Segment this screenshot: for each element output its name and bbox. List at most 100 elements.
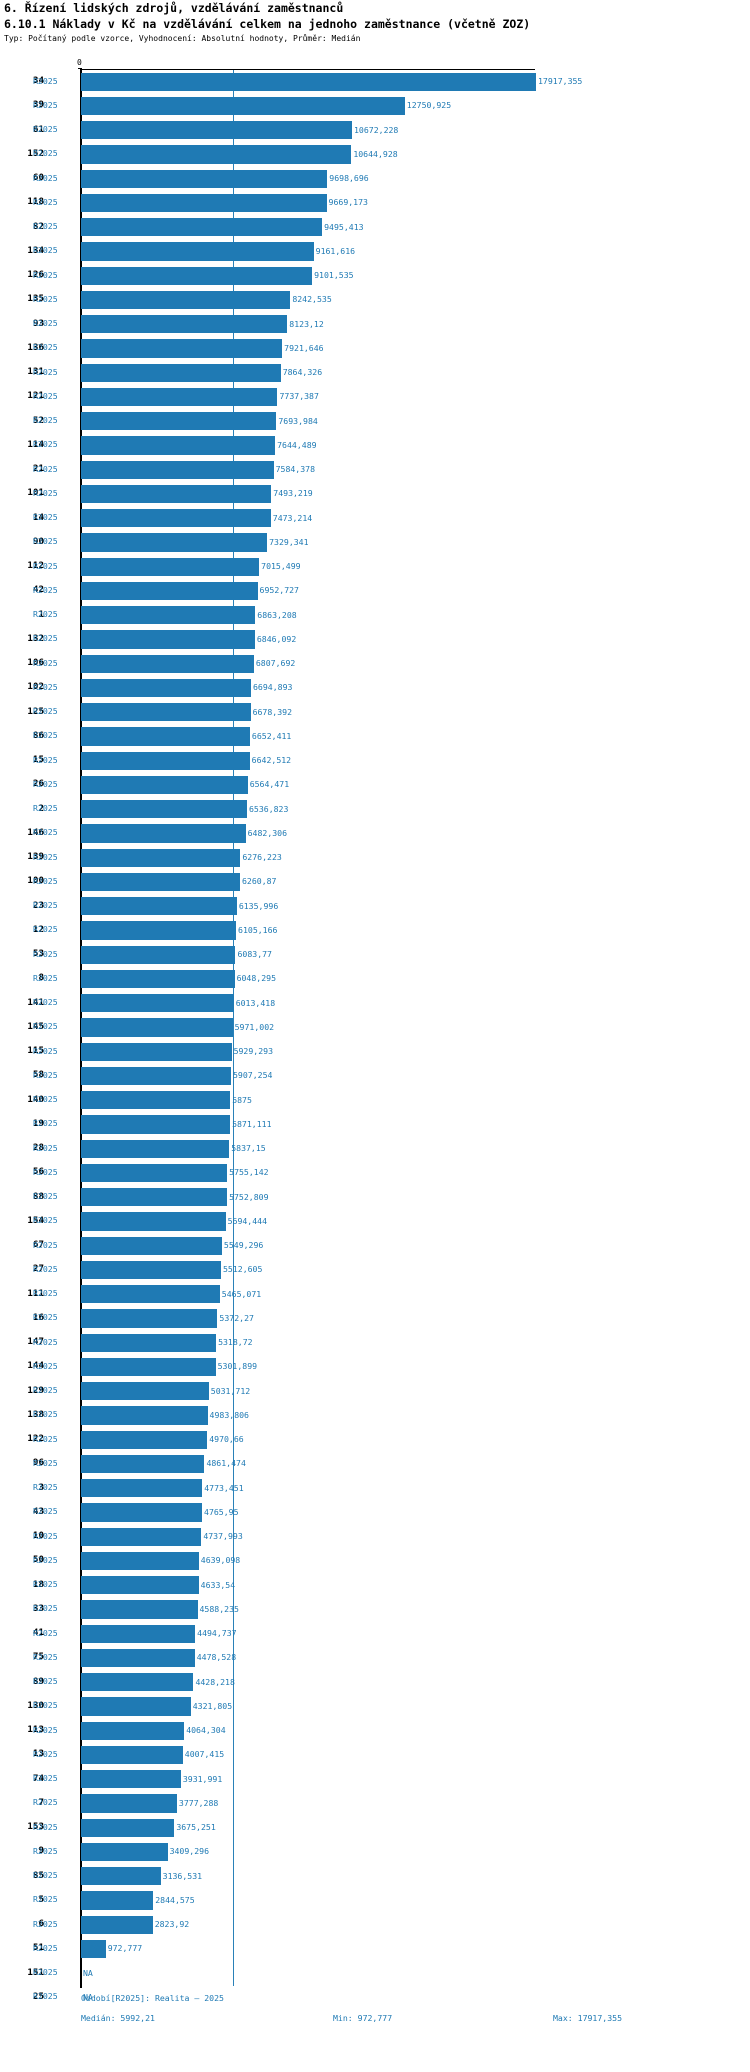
bar[interactable] — [81, 484, 272, 504]
bar[interactable] — [81, 703, 251, 722]
bar-row[interactable]: 154 R2025 5694,444 — [0, 1210, 750, 1234]
bar[interactable] — [81, 1091, 231, 1110]
bar-row[interactable]: 136 R2025 7921,646 — [0, 337, 750, 361]
bar-row[interactable]: 153 R2025 3675,251 — [0, 1816, 750, 1840]
bar-row[interactable]: 10 R2025 4737,993 — [0, 1525, 750, 1549]
bar[interactable] — [81, 1188, 228, 1207]
bar-row[interactable]: 74 R2025 3931,991 — [0, 1768, 750, 1792]
bar[interactable] — [81, 1794, 177, 1813]
bar-row[interactable]: 88 R2025 5752,809 — [0, 1186, 750, 1210]
bar-row[interactable]: 96 R2025 4861,474 — [0, 1452, 750, 1476]
bar[interactable] — [81, 1770, 181, 1789]
bar-row[interactable]: 115 R2025 5929,293 — [0, 1040, 750, 1064]
bar-row[interactable]: 146 R2025 6482,306 — [0, 822, 750, 846]
bar-row[interactable]: 21 R2025 7584,378 — [0, 458, 750, 482]
bar[interactable] — [81, 1260, 221, 1280]
bar[interactable] — [81, 1236, 222, 1255]
bar[interactable] — [81, 1673, 194, 1692]
bar[interactable] — [81, 897, 237, 916]
bar[interactable] — [81, 994, 234, 1013]
bar-row[interactable]: 42 R2025 6952,727 — [0, 579, 750, 603]
bar-row[interactable]: 113 R2025 4064,304 — [0, 1719, 750, 1743]
bar[interactable] — [81, 1430, 208, 1449]
bar[interactable] — [81, 969, 235, 989]
bar[interactable] — [81, 145, 352, 164]
bar[interactable] — [81, 1163, 228, 1183]
bar-row[interactable]: 131 R2025 7864,326 — [0, 361, 750, 385]
bar[interactable] — [81, 800, 247, 819]
bar[interactable] — [81, 363, 281, 382]
bar[interactable] — [81, 96, 405, 116]
bar[interactable] — [81, 266, 313, 285]
bar-row[interactable]: 145 R2025 5971,002 — [0, 1016, 750, 1040]
bar[interactable] — [81, 1042, 232, 1061]
bar-row[interactable]: 18 R2025 4633,54 — [0, 1574, 750, 1598]
bar-row[interactable]: 135 R2025 8242,535 — [0, 288, 750, 312]
bar-row[interactable]: 12 R2025 6105,166 — [0, 919, 750, 943]
bar-row[interactable]: 27 R2025 5512,605 — [0, 1258, 750, 1282]
bar[interactable] — [81, 72, 536, 91]
bar[interactable] — [81, 169, 328, 188]
bar-row[interactable]: 3 R2025 4773,451 — [0, 1477, 750, 1501]
bar[interactable] — [81, 1357, 216, 1377]
bar[interactable] — [81, 387, 278, 407]
bar-row[interactable]: 125 R2025 6678,392 — [0, 701, 750, 725]
bar[interactable] — [81, 1745, 183, 1765]
bar[interactable] — [81, 1648, 195, 1668]
bar-row[interactable]: 43 R2025 4765,95 — [0, 1501, 750, 1525]
bar[interactable] — [81, 1479, 203, 1498]
bar[interactable] — [81, 1818, 175, 1837]
bar-row[interactable]: 28 R2025 5837,15 — [0, 1137, 750, 1161]
bar-row[interactable]: 5 R2025 2844,575 — [0, 1889, 750, 1913]
bar-row[interactable]: 144 R2025 5301,899 — [0, 1355, 750, 1379]
bar-row[interactable]: 93 R2025 8123,12 — [0, 313, 750, 337]
bar-row[interactable]: 50 R2025 4639,098 — [0, 1549, 750, 1573]
bar[interactable] — [81, 1551, 199, 1571]
bar[interactable] — [81, 290, 291, 310]
bar[interactable] — [81, 1721, 185, 1740]
bar-row[interactable]: 75 R2025 4478,528 — [0, 1646, 750, 1670]
bar[interactable] — [81, 339, 283, 358]
bar-row[interactable]: 112 R2025 7015,499 — [0, 555, 750, 579]
bar[interactable] — [81, 1624, 196, 1643]
bar[interactable] — [81, 460, 274, 479]
bar[interactable] — [81, 436, 276, 455]
bar[interactable] — [81, 315, 288, 334]
bar[interactable] — [81, 581, 258, 601]
bar[interactable] — [81, 1939, 106, 1959]
bar-row[interactable]: 33 R2025 4588,235 — [0, 1598, 750, 1622]
bar[interactable] — [81, 533, 268, 552]
bar-row[interactable]: 90 R2025 7329,341 — [0, 531, 750, 555]
bar[interactable] — [81, 1842, 168, 1862]
bar-row[interactable]: 111 R2025 5465,071 — [0, 1283, 750, 1307]
bar-row[interactable]: 126 R2025 9101,535 — [0, 264, 750, 288]
bar-row[interactable]: 9 R2025 3409,296 — [0, 1840, 750, 1864]
bar[interactable] — [81, 1066, 231, 1086]
bar[interactable] — [81, 727, 250, 746]
bar[interactable] — [81, 1915, 153, 1934]
bar-row[interactable]: 19 R2025 5871,111 — [0, 1113, 750, 1137]
bar[interactable] — [81, 242, 314, 261]
bar[interactable] — [81, 872, 240, 892]
bar-row[interactable]: 147 R2025 5318,72 — [0, 1331, 750, 1355]
bar-row[interactable]: 122 R2025 4970,66 — [0, 1428, 750, 1452]
bar-row[interactable]: 152 R2025 10644,928 — [0, 143, 750, 167]
bar[interactable] — [81, 1309, 218, 1328]
bar[interactable] — [81, 1333, 217, 1352]
bar-row[interactable]: 58 R2025 5907,254 — [0, 1064, 750, 1088]
bar-row[interactable]: 121 R2025 7737,387 — [0, 385, 750, 409]
bar-row[interactable]: 132 R2025 6846,092 — [0, 628, 750, 652]
bar[interactable] — [81, 1454, 205, 1474]
bar[interactable] — [81, 1891, 154, 1910]
bar-row[interactable]: 56 R2025 5755,142 — [0, 1161, 750, 1185]
bar-row[interactable]: 6 R2025 2823,92 — [0, 1913, 750, 1937]
bar[interactable] — [81, 412, 277, 431]
bar-row[interactable]: 86 R2025 6652,411 — [0, 725, 750, 749]
bar-row[interactable]: 101 R2025 7493,219 — [0, 482, 750, 506]
bar[interactable] — [81, 1527, 202, 1546]
bar[interactable] — [81, 1867, 161, 1886]
bar[interactable] — [81, 1576, 199, 1595]
bar-row[interactable]: 102 R2025 6694,893 — [0, 676, 750, 700]
bar[interactable] — [81, 945, 236, 964]
bar-row[interactable]: 141 R2025 6013,418 — [0, 992, 750, 1016]
